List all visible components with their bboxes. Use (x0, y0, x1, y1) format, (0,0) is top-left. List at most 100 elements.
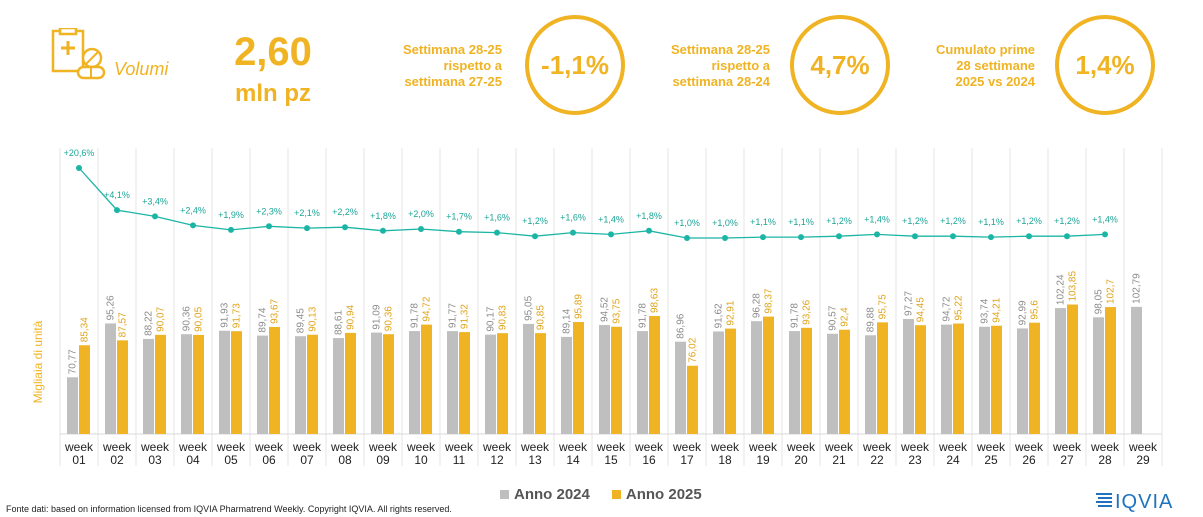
stat-text-line: rispetto a (443, 58, 502, 73)
growth-point (874, 231, 880, 238)
data-label-2024: 91,77 (448, 303, 459, 328)
data-label-2025: 92,4 (840, 307, 851, 327)
data-label-2025: 91,73 (232, 303, 243, 328)
x-tick-line: 17 (680, 453, 694, 467)
bar-2025 (649, 316, 660, 434)
data-label-2025: 90,85 (536, 305, 547, 330)
x-tick-line: 02 (110, 453, 124, 467)
data-label-2025: 94,21 (992, 297, 1003, 322)
growth-point (532, 233, 538, 240)
growth-label: +1,2% (826, 216, 852, 226)
x-tick-line: week (672, 440, 702, 454)
bar-2025 (117, 340, 128, 434)
growth-point (608, 231, 614, 238)
bar-2024 (1055, 308, 1066, 434)
data-label-2025: 95,75 (878, 294, 889, 319)
growth-label: +1,2% (1054, 216, 1080, 226)
data-label-2025: 90,07 (156, 306, 167, 331)
data-label-2025: 92,91 (726, 300, 737, 325)
data-label-2024: 98,05 (1094, 289, 1105, 314)
growth-point (950, 233, 956, 240)
bar-2025 (915, 325, 926, 434)
growth-point (418, 226, 424, 232)
legend-label-2025: Anno 2025 (625, 486, 702, 503)
growth-point (380, 227, 386, 234)
x-tick-label: week 19 (748, 440, 778, 467)
growth-point (342, 224, 348, 231)
x-tick-line: 05 (224, 453, 238, 467)
growth-point (152, 213, 158, 220)
growth-point (988, 234, 994, 241)
bar-2025 (991, 325, 1002, 434)
data-label-2025: 87,57 (118, 312, 129, 337)
bar-2024 (143, 338, 154, 434)
stat-text-line: Settimana 28-25 (403, 42, 502, 57)
growth-point (1102, 231, 1108, 238)
y-axis-label: Migliaia di unità (31, 320, 45, 403)
growth-point (570, 229, 576, 236)
growth-point (114, 207, 120, 214)
growth-point (76, 165, 82, 171)
data-label-2024: 91,62 (714, 303, 725, 328)
growth-label: +2,3% (256, 206, 282, 216)
x-tick-label: week 23 (900, 440, 930, 467)
growth-point (646, 227, 652, 234)
bar-2025 (801, 327, 812, 434)
growth-label: +1,1% (750, 217, 776, 227)
x-tick-line: 08 (338, 453, 352, 467)
x-tick-label: week 07 (292, 440, 322, 467)
x-tick-line: week (254, 440, 284, 454)
data-label-2024: 102,24 (1056, 274, 1067, 305)
x-tick-line: week (1090, 440, 1120, 454)
growth-point (722, 235, 728, 241)
bar-2025 (79, 345, 90, 434)
bar-2025 (877, 322, 888, 434)
iqvia-logo: IQVIA (1096, 491, 1172, 512)
data-label-2024: 90,36 (182, 306, 193, 331)
growth-label: +1,1% (978, 217, 1004, 227)
bar-2025 (687, 365, 698, 434)
growth-point (836, 233, 842, 240)
x-tick-line: week (444, 440, 474, 454)
bar-2025 (953, 323, 964, 434)
bar-2024 (1017, 328, 1028, 434)
x-tick-line: week (824, 440, 854, 454)
x-tick-line: week (482, 440, 512, 454)
data-label-2024: 94,72 (942, 296, 953, 321)
growth-label: +3,4% (142, 196, 168, 206)
data-label-2024: 91,93 (220, 302, 231, 327)
growth-label: +1,4% (598, 214, 624, 224)
bar-2025 (1105, 307, 1116, 434)
x-tick-label: week 05 (216, 440, 246, 467)
growth-label: +2,2% (332, 207, 358, 217)
x-tick-line: week (178, 440, 208, 454)
growth-label: +1,1% (788, 217, 814, 227)
bar-2024 (599, 325, 610, 434)
data-label-2024: 91,78 (410, 303, 421, 328)
growth-label: +1,0% (712, 218, 738, 228)
growth-point (190, 222, 196, 229)
stat-week-vs-prev-text: Settimana 28-25 rispetto a settimana 27-… (372, 42, 502, 90)
bar-2024 (181, 334, 192, 434)
growth-point (304, 225, 310, 232)
x-tick-line: 10 (414, 453, 428, 467)
bar-2025 (611, 326, 622, 434)
x-tick-line: 07 (300, 453, 314, 467)
bar-2025 (345, 332, 356, 434)
growth-label: +4,1% (104, 190, 130, 200)
x-tick-label: week 21 (824, 440, 854, 467)
x-tick-line: 09 (376, 453, 390, 467)
stat-text-line: 2025 vs 2024 (955, 74, 1035, 89)
data-label-2025: 76,02 (688, 337, 699, 362)
kpi-value: 2,60 (234, 30, 312, 74)
data-label-2025: 91,32 (460, 304, 471, 329)
bar-2024 (979, 326, 990, 434)
x-tick-line: 18 (718, 453, 732, 467)
bar-2024 (67, 377, 78, 434)
stat-cumulative-text: Cumulato prime 28 settimane 2025 vs 2024 (905, 42, 1035, 90)
growth-label: +2,1% (294, 208, 320, 218)
growth-point (1064, 233, 1070, 240)
x-tick-line: week (900, 440, 930, 454)
x-tick-line: 06 (262, 453, 276, 467)
data-label-2024: 93,74 (980, 298, 991, 323)
